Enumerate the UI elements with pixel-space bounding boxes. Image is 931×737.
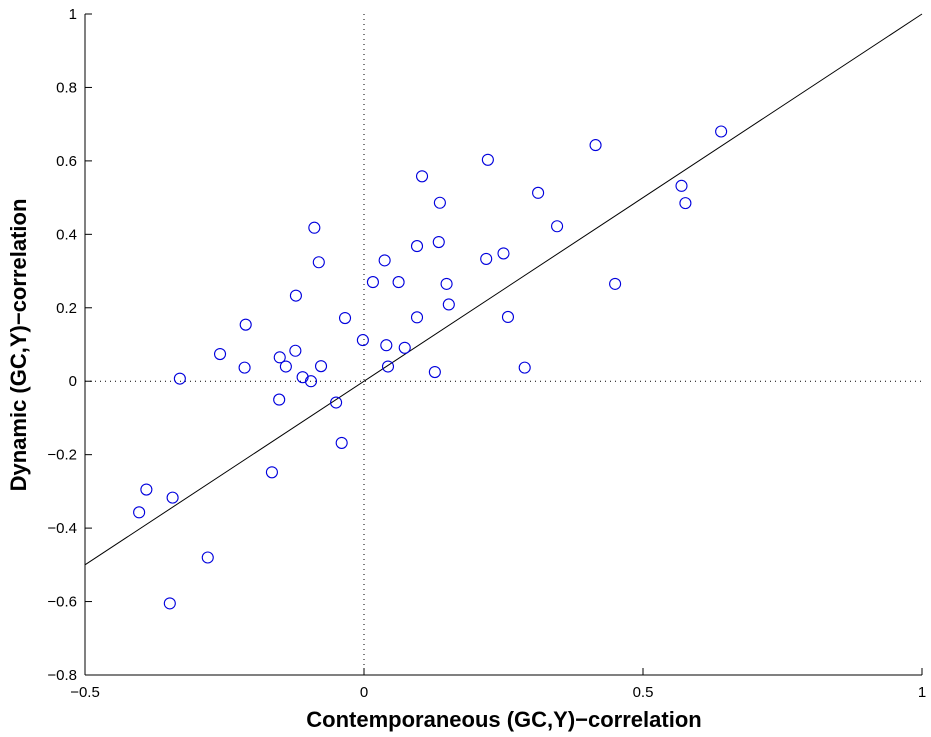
- data-point: [532, 186, 545, 199]
- data-point: [163, 597, 176, 610]
- data-point: [679, 197, 692, 210]
- data-point: [289, 289, 302, 302]
- x-tick-label: 1: [918, 684, 926, 701]
- data-point: [551, 220, 564, 233]
- x-axis-title: Contemporaneous (GC,Y)−correlation: [306, 707, 701, 732]
- data-point: [366, 276, 379, 289]
- data-point: [410, 311, 424, 324]
- data-point: [440, 277, 453, 290]
- x-tick-label: 0.5: [633, 684, 654, 701]
- data-point: [392, 276, 405, 289]
- data-point: [213, 347, 227, 361]
- axes: [84, 14, 922, 676]
- data-point: [481, 153, 494, 166]
- data-point: [338, 312, 352, 325]
- data-point: [433, 196, 446, 209]
- data-point: [589, 139, 602, 152]
- data-points: [133, 125, 728, 610]
- data-point: [380, 339, 393, 352]
- data-point: [330, 396, 343, 409]
- data-point: [398, 341, 411, 354]
- data-point: [415, 170, 429, 183]
- data-point: [239, 318, 252, 331]
- data-point: [296, 371, 309, 384]
- y-tick-label: 0.6: [56, 153, 77, 170]
- data-point: [279, 360, 292, 373]
- y-tick-label: 0: [69, 373, 77, 390]
- data-point: [356, 334, 369, 347]
- data-point: [428, 365, 441, 379]
- data-point: [173, 372, 186, 385]
- y-tick-label: 0.4: [56, 226, 77, 243]
- data-point: [133, 506, 146, 519]
- data-point: [442, 298, 455, 311]
- data-point: [518, 361, 531, 374]
- data-point: [201, 551, 214, 564]
- reference-lines: [85, 14, 922, 675]
- y-axis-title: Dynamic (GC,Y)−correlation: [6, 199, 31, 492]
- y-tick-label: 0.2: [56, 300, 77, 317]
- data-point: [140, 483, 153, 496]
- data-point: [289, 344, 302, 357]
- data-point: [432, 235, 445, 249]
- data-point: [501, 310, 515, 324]
- data-point: [238, 361, 251, 374]
- y-tick-label: 0.8: [56, 79, 77, 96]
- data-point: [273, 393, 286, 406]
- x-tick-label: 0: [360, 684, 368, 701]
- y-tick-label: −0.2: [47, 447, 77, 464]
- y-tick-labels: −0.8 −0.6 −0.4 −0.2 0 0.2 0.4 0.6 0.8 1: [47, 6, 77, 684]
- data-point: [609, 277, 622, 290]
- data-point: [166, 491, 179, 504]
- x-tick-labels: −0.5 0 0.5 1: [70, 684, 926, 701]
- y-tick-label: −0.4: [47, 520, 77, 537]
- data-point: [381, 360, 395, 373]
- data-point: [308, 221, 321, 234]
- data-point: [497, 247, 510, 260]
- data-point: [335, 436, 348, 449]
- data-point: [304, 375, 318, 388]
- tick-marks: [84, 13, 923, 676]
- data-point: [265, 466, 278, 479]
- y-tick-label: −0.6: [47, 594, 77, 611]
- diagonal-line-group: [84, 13, 923, 566]
- data-point: [675, 179, 688, 192]
- data-point: [378, 254, 391, 267]
- data-point: [312, 256, 325, 269]
- data-point: [410, 240, 424, 253]
- y-tick-label: −0.8: [47, 667, 77, 684]
- x-tick-label: −0.5: [70, 684, 100, 701]
- y-tick-label: 1: [69, 6, 77, 23]
- data-point: [273, 351, 286, 364]
- data-point: [715, 125, 728, 138]
- data-point: [314, 360, 328, 373]
- data-point: [480, 252, 493, 265]
- diagonal-line: [84, 13, 923, 566]
